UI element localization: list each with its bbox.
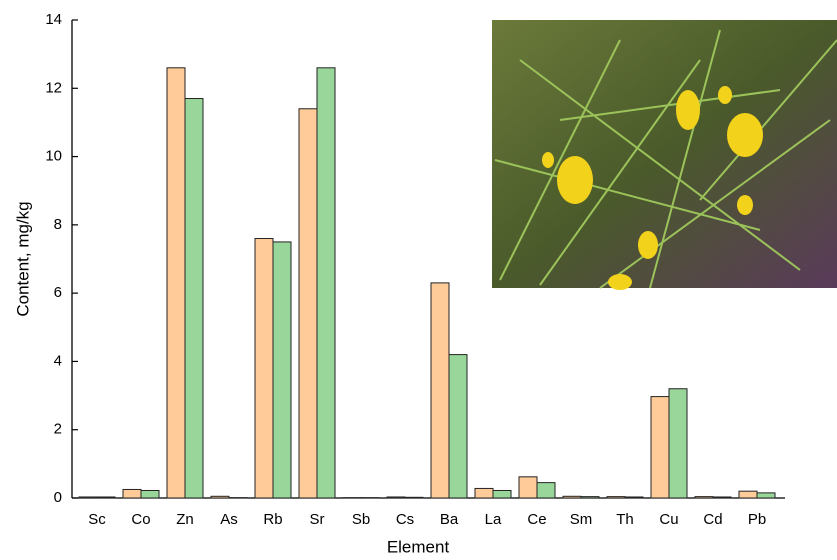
bar bbox=[518, 476, 538, 499]
bar bbox=[624, 496, 644, 499]
x-tick-label: La bbox=[485, 511, 502, 528]
y-tick-label: 14 bbox=[45, 11, 62, 28]
x-tick-label: Sr bbox=[310, 511, 325, 528]
bar bbox=[650, 396, 670, 499]
x-tick-label: As bbox=[220, 511, 238, 528]
x-tick-label: Sm bbox=[570, 511, 593, 528]
y-tick-label: 12 bbox=[45, 79, 62, 96]
photo-inset bbox=[492, 20, 837, 290]
x-tick-label: Cs bbox=[396, 511, 414, 528]
x-tick-label: Ce bbox=[527, 511, 546, 528]
x-tick-label: Ba bbox=[440, 511, 459, 528]
bar bbox=[254, 238, 274, 499]
y-tick-label: 4 bbox=[54, 352, 62, 369]
x-tick-label: Cu bbox=[659, 511, 678, 528]
bar bbox=[536, 482, 556, 499]
y-tick-label: 0 bbox=[54, 489, 62, 506]
bar bbox=[668, 388, 688, 499]
bar bbox=[404, 496, 424, 499]
y-tick-label: 2 bbox=[54, 421, 62, 438]
bar bbox=[166, 67, 186, 499]
bar bbox=[386, 496, 406, 499]
x-tick-label: Co bbox=[131, 511, 150, 528]
bar bbox=[272, 241, 292, 499]
x-axis-label: Element bbox=[387, 537, 450, 556]
bar bbox=[562, 495, 582, 499]
x-tick-label: Cd bbox=[703, 511, 722, 528]
x-tick-label: Sb bbox=[352, 511, 370, 528]
bar bbox=[184, 98, 204, 499]
y-axis-label: Content, mg/kg bbox=[13, 201, 32, 316]
x-tick-label: Zn bbox=[176, 511, 194, 528]
bar bbox=[474, 487, 494, 499]
bar bbox=[430, 282, 450, 499]
bar bbox=[96, 496, 116, 499]
bar bbox=[738, 490, 758, 499]
bar bbox=[606, 496, 626, 499]
x-tick-label: Sc bbox=[88, 511, 106, 528]
x-tick-label: Pb bbox=[748, 511, 766, 528]
bar bbox=[448, 354, 468, 499]
bar bbox=[298, 108, 318, 499]
bar bbox=[492, 489, 512, 499]
bar bbox=[140, 489, 160, 499]
bar bbox=[122, 488, 142, 499]
bar bbox=[712, 496, 732, 499]
bar bbox=[210, 495, 230, 499]
bar bbox=[580, 496, 600, 499]
bar bbox=[316, 67, 336, 499]
bar bbox=[694, 496, 714, 499]
y-tick-label: 8 bbox=[54, 216, 62, 233]
bar bbox=[78, 496, 98, 499]
x-tick-label: Th bbox=[616, 511, 634, 528]
y-tick-label: 10 bbox=[45, 148, 62, 165]
y-tick-label: 6 bbox=[54, 284, 62, 301]
bar bbox=[756, 492, 776, 499]
x-tick-label: Rb bbox=[263, 511, 282, 528]
